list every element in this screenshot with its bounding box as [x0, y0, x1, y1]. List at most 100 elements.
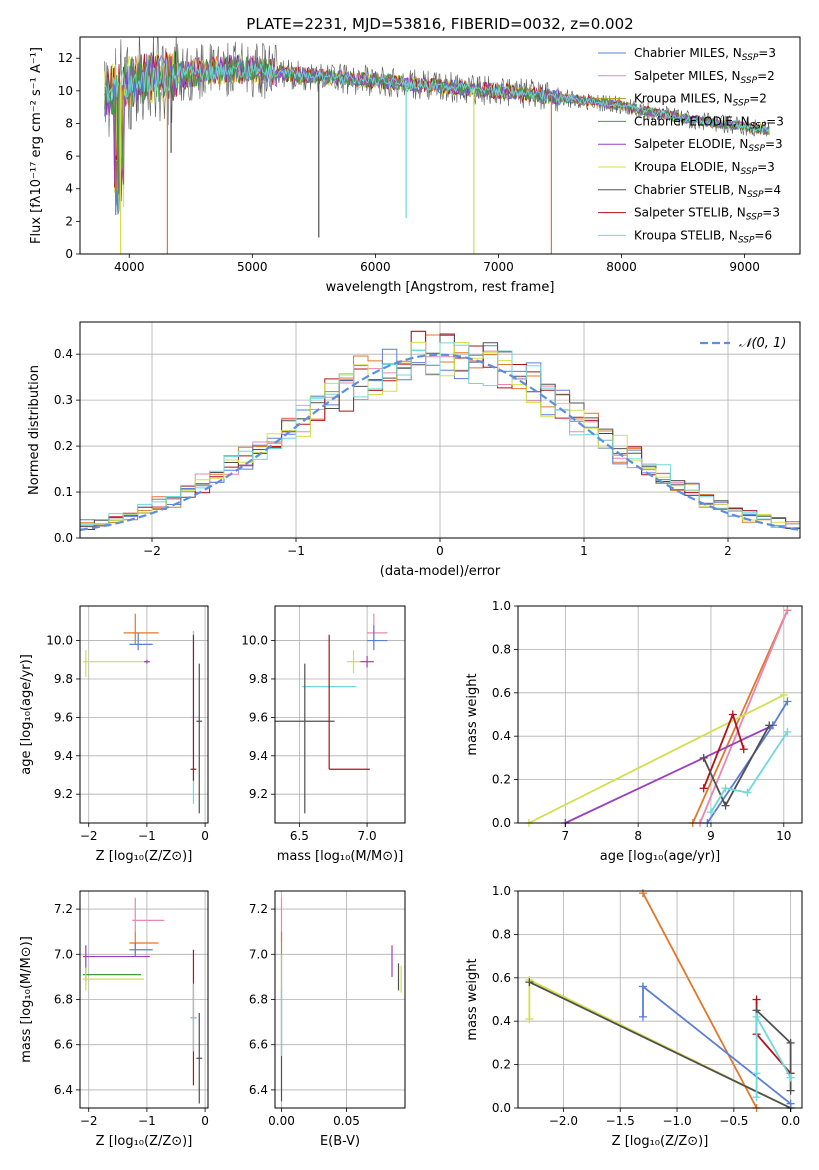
spectrum-lines: [104, 37, 770, 254]
y-tick-label: 0.2: [492, 773, 511, 787]
y-tick-label: 0.3: [54, 393, 73, 407]
x-tick-label: 7000: [483, 260, 514, 274]
y-tick-label: 0.2: [54, 439, 73, 453]
legend-entry: Salpeter STELIB, NSSP=3: [634, 206, 780, 223]
y-tick-label: 9.4: [54, 749, 73, 763]
y-tick-label: 9.4: [249, 749, 268, 763]
y-tick-label: 10.0: [46, 634, 73, 648]
y-tick-label: 9.2: [54, 787, 73, 801]
plot-frame: [79, 605, 209, 824]
x-tick-label: 5000: [237, 260, 268, 274]
y-tick-label: 9.2: [249, 787, 268, 801]
y-tick-label: 6.8: [249, 993, 268, 1007]
age_vs_Z-errorbars: [82, 613, 203, 814]
legend-entry: Kroupa MILES, NSSP=2: [634, 92, 767, 109]
y-tick-label: 0.4: [54, 347, 73, 361]
y-tick-label: 0.4: [492, 729, 511, 743]
weight-series-chabrier_stelib: [755, 1009, 792, 1091]
x-tick-label: 7.0: [358, 829, 377, 843]
y-tick-label: 0.8: [492, 927, 511, 941]
y-tick-label: 0.8: [492, 642, 511, 656]
y-tick-label: 0.6: [492, 971, 511, 985]
x-tick-label: −1.0: [662, 1114, 691, 1128]
x-axis-label: wavelength [Angstrom, rest frame]: [326, 280, 555, 295]
x-tick-label: 2: [724, 544, 732, 558]
age_vs_mass-errorbars: [275, 613, 388, 814]
x-tick-label: 1: [580, 544, 588, 558]
weight-series-salpeter_miles: [699, 609, 789, 824]
y-axis-label: mass weight: [465, 673, 480, 755]
legend-entry: Chabrier MILES, NSSP=3: [634, 46, 776, 63]
y-tick-label: 0.6: [492, 686, 511, 700]
weight-series-salpeter_elodie: [564, 724, 774, 824]
y-tick-label: 0.0: [54, 531, 73, 545]
y-axis-label: Flux [fλ10⁻¹⁷ erg cm⁻² s⁻¹ A⁻¹]: [29, 47, 44, 244]
x-tick-label: 7: [562, 829, 570, 843]
weight-series-chabrier_miles: [642, 984, 792, 1105]
y-tick-label: 6.6: [54, 1038, 73, 1052]
legend-entry: Chabrier STELIB, NSSP=4: [634, 183, 781, 200]
weight-series-kroupa_stelib: [755, 1013, 792, 1098]
legend-entry: Salpeter ELODIE, NSSP=3: [634, 137, 783, 154]
y-tick-label: 0.2: [492, 1058, 511, 1072]
y-tick-label: 0: [65, 247, 73, 261]
x-tick-label: 0.00: [268, 1114, 295, 1128]
y-tick-label: 7.2: [249, 902, 268, 916]
x-tick-label: −0.5: [719, 1114, 748, 1128]
x-tick-label: −2: [143, 544, 161, 558]
x-axis-label: age [log₁₀(age/yr)]: [600, 849, 721, 864]
y-tick-label: 10.0: [241, 634, 268, 648]
x-tick-label: 0.05: [333, 1114, 360, 1128]
x-axis-label: (data-model)/error: [380, 564, 501, 579]
x-tick-label: 4000: [114, 260, 145, 274]
y-tick-label: 9.8: [54, 672, 73, 686]
x-tick-label: −2: [80, 1114, 98, 1128]
x-tick-label: 0.0: [781, 1114, 800, 1128]
y-tick-label: 12: [58, 51, 73, 65]
spectrum-series-kroupa_stelib: [104, 61, 770, 202]
y-tick-label: 6.4: [54, 1083, 73, 1097]
y-tick-label: 2: [65, 214, 73, 228]
weight-series-salpeter_stelib: [755, 999, 792, 1074]
legend-entry: Chabrier ELODIE, NSSP=3: [634, 114, 784, 131]
y-tick-label: 0.4: [492, 1014, 511, 1028]
y-tick-label: 9.6: [54, 710, 73, 724]
x-tick-label: −1: [287, 544, 305, 558]
x-tick-label: 0: [201, 829, 209, 843]
y-axis-label: age [log₁₀(age/yr)]: [19, 654, 34, 775]
y-tick-label: 1.0: [492, 884, 511, 898]
y-tick-label: 6: [65, 149, 73, 163]
x-axis-label: Z [log₁₀(Z/Z⊙)]: [96, 849, 193, 864]
x-axis-label: mass [log₁₀(M/M⊙)]: [277, 849, 404, 864]
y-tick-label: 9.8: [249, 672, 268, 686]
x-tick-label: 0: [201, 1114, 209, 1128]
x-tick-label: 6.5: [290, 829, 309, 843]
x-axis-label: Z [log₁₀(Z/Z⊙)]: [612, 1134, 709, 1149]
plot-frame: [274, 605, 406, 824]
weight-series-kroupa_elodie: [528, 694, 785, 824]
x-tick-label: −2: [80, 829, 98, 843]
y-tick-label: 0.1: [54, 485, 73, 499]
y-tick-label: 7.0: [54, 947, 73, 961]
y-tick-label: 7.0: [249, 947, 268, 961]
y-tick-label: 6.6: [249, 1038, 268, 1052]
y-tick-label: 8: [65, 116, 73, 130]
y-tick-label: 6.4: [249, 1083, 268, 1097]
histogram-series-kroupa_stelib: [80, 342, 800, 528]
x-tick-label: 6000: [360, 260, 391, 274]
legend-entry: 𝒩(0, 1): [739, 336, 786, 351]
y-tick-label: 6.8: [54, 993, 73, 1007]
y-tick-label: 10: [58, 84, 73, 98]
x-tick-label: −1.5: [606, 1114, 635, 1128]
y-axis-label: mass [log₁₀(M/M⊙)]: [19, 936, 34, 1063]
plot-frame: [517, 605, 803, 824]
x-tick-label: 8: [634, 829, 642, 843]
weight-series-kroupa_stelib: [710, 731, 789, 813]
weight-series-chabrier_stelib: [529, 981, 791, 1109]
legend-entry: Salpeter MILES, NSSP=2: [634, 69, 775, 86]
x-tick-label: −1: [138, 829, 156, 843]
legend-entry: Kroupa STELIB, NSSP=6: [634, 228, 772, 245]
y-tick-label: 9.6: [249, 710, 268, 724]
mass_vs_Z-errorbars: [82, 897, 203, 1104]
